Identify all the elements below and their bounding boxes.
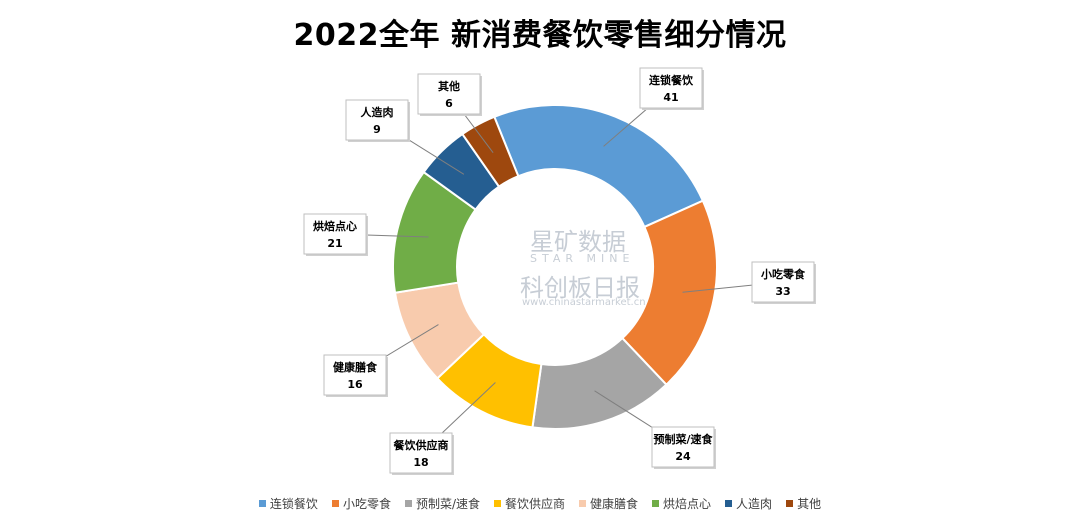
legend-swatch-1	[331, 500, 339, 507]
data-label-7: 其他 6	[417, 73, 482, 116]
legend-swatch-2	[404, 500, 412, 507]
legend-label-3: 餐饮供应商	[505, 497, 566, 511]
data-label-category-0: 连锁餐饮	[649, 73, 694, 87]
legend-swatch-6	[725, 500, 733, 507]
watermark-brand-cn: 星矿数据	[530, 228, 626, 256]
legend-swatch-5	[652, 500, 660, 507]
slice-0	[493, 104, 705, 229]
data-label-1: 小吃零食 33	[751, 261, 816, 304]
data-label-value-2: 24	[675, 450, 691, 463]
data-label-value-5: 21	[327, 237, 342, 250]
data-label-3: 餐饮供应商 18	[389, 432, 454, 475]
legend-swatch-0	[258, 500, 266, 507]
data-label-value-4: 16	[347, 378, 363, 391]
data-label-category-6: 人造肉	[361, 105, 394, 119]
legend-item-7: 其他	[786, 495, 821, 512]
data-label-value-1: 33	[775, 285, 790, 298]
legend-swatch-7	[786, 500, 794, 507]
data-label-5: 烘焙点心 21	[303, 213, 368, 256]
legend-item-2: 预制菜/速食	[404, 495, 480, 512]
data-label-value-3: 18	[413, 456, 428, 469]
legend-label-4: 健康膳食	[590, 497, 639, 511]
legend-label-2: 预制菜/速食	[415, 497, 480, 511]
chart-legend: 连锁餐饮 小吃零食 预制菜/速食 餐饮供应商 健康膳食 烘焙点心 人造肉 其他	[0, 495, 1080, 512]
legend-item-6: 人造肉	[725, 495, 772, 512]
data-label-category-5: 烘焙点心	[313, 219, 357, 233]
legend-label-1: 小吃零食	[342, 497, 391, 511]
legend-item-1: 小吃零食	[331, 495, 391, 512]
legend-label-0: 连锁餐饮	[269, 497, 318, 511]
data-label-4: 健康膳食 16	[323, 354, 388, 397]
data-label-2: 预制菜/速食 24	[651, 426, 716, 469]
legend-item-3: 餐饮供应商	[494, 495, 565, 512]
slice-7	[461, 115, 520, 188]
legend-label-7: 其他	[797, 497, 822, 511]
legend-item-4: 健康膳食	[579, 495, 638, 512]
data-label-category-4: 健康膳食	[333, 360, 378, 374]
data-label-value-7: 6	[445, 97, 453, 110]
data-label-category-2: 预制菜/速食	[653, 432, 713, 446]
data-label-0: 连锁餐饮 41	[639, 67, 704, 110]
chart-title: 2022全年 新消费餐饮零售细分情况	[293, 18, 787, 53]
data-label-category-7: 其他	[438, 79, 460, 93]
data-label-value-6: 9	[373, 123, 381, 136]
watermark-name: 科创板日报	[520, 274, 640, 302]
legend-item-0: 连锁餐饮	[258, 495, 318, 512]
legend-item-5: 烘焙点心	[652, 495, 711, 512]
watermark-brand-en: STAR MINE	[530, 252, 635, 265]
legend-swatch-4	[579, 500, 587, 507]
watermark-url: www.chinastarmarket.cn	[522, 297, 646, 308]
legend-label-6: 人造肉	[736, 497, 773, 511]
data-label-value-0: 41	[663, 91, 678, 104]
data-label-category-1: 小吃零食	[760, 267, 806, 281]
data-label-category-3: 餐饮供应商	[393, 438, 449, 452]
data-label-6: 人造肉 9	[345, 99, 410, 142]
legend-label-5: 烘焙点心	[663, 497, 712, 511]
legend-swatch-3	[494, 500, 501, 507]
